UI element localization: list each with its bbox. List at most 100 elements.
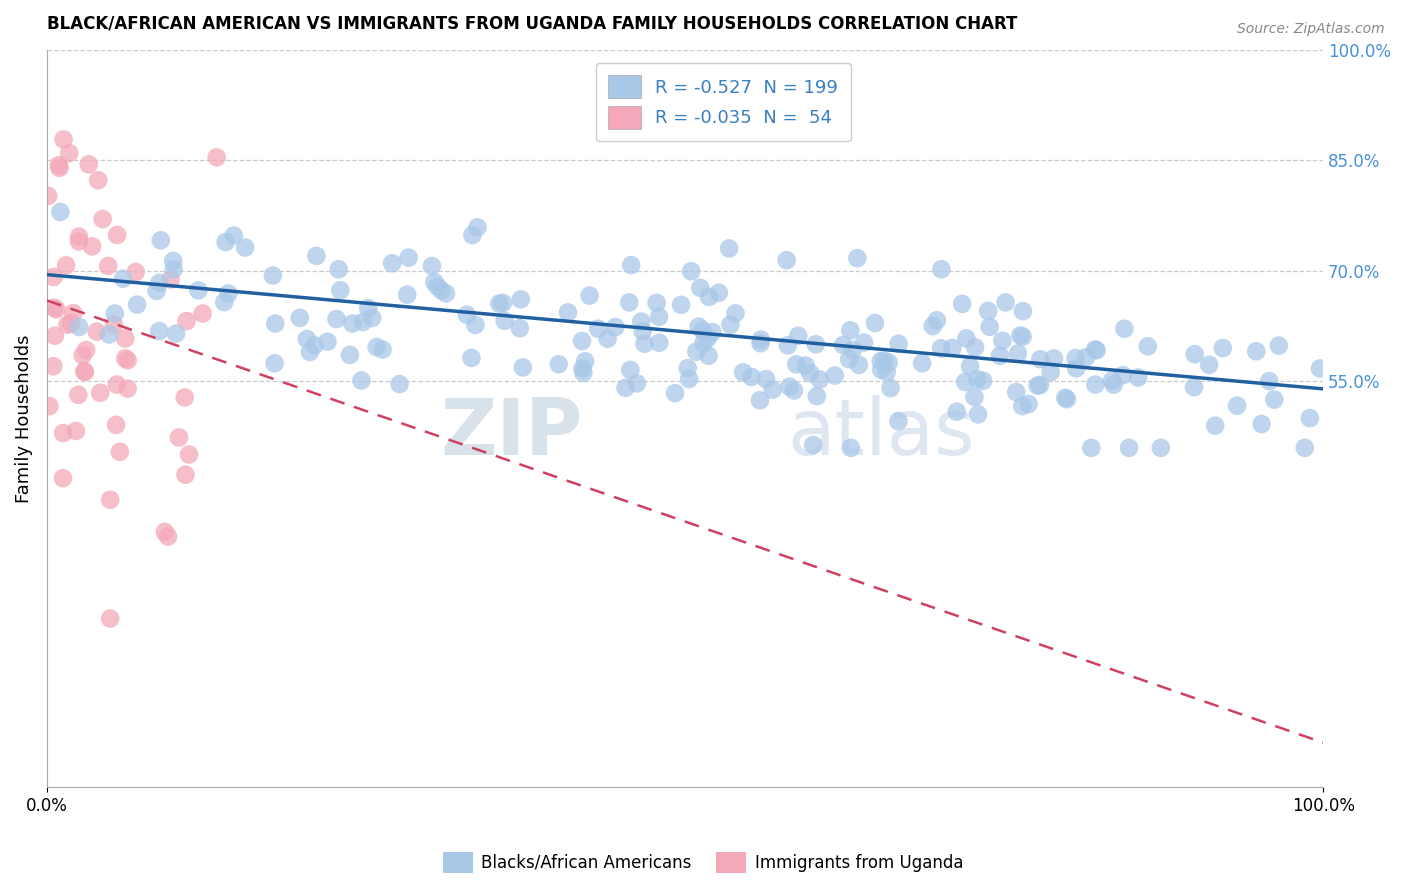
Blacks/African Americans <box>804 337 827 351</box>
Blacks/African Americans <box>488 296 510 310</box>
Immigrants from Uganda <box>52 471 75 485</box>
Blacks/African Americans <box>785 357 807 371</box>
Blacks/African Americans <box>1026 378 1049 392</box>
Blacks/African Americans <box>1118 441 1140 455</box>
Blacks/African Americans <box>1258 374 1281 388</box>
Blacks/African Americans <box>619 295 641 310</box>
Blacks/African Americans <box>423 275 446 289</box>
Blacks/African Americans <box>461 228 484 243</box>
Blacks/African Americans <box>1054 391 1077 405</box>
Blacks/African Americans <box>887 414 910 428</box>
Blacks/African Americans <box>1263 392 1285 407</box>
Blacks/African Americans <box>1084 377 1107 392</box>
Blacks/African Americans <box>1114 321 1136 335</box>
Immigrants from Uganda <box>38 399 60 413</box>
Blacks/African Americans <box>645 296 668 310</box>
Blacks/African Americans <box>1011 329 1033 343</box>
Blacks/African Americans <box>571 361 593 376</box>
Blacks/African Americans <box>755 372 778 386</box>
Immigrants from Uganda <box>105 377 128 392</box>
Immigrants from Uganda <box>44 328 66 343</box>
Blacks/African Americans <box>1064 351 1087 365</box>
Blacks/African Americans <box>848 358 870 372</box>
Blacks/African Americans <box>887 336 910 351</box>
Blacks/African Americans <box>991 334 1014 348</box>
Blacks/African Americans <box>1226 399 1249 413</box>
Blacks/African Americans <box>839 441 862 455</box>
Blacks/African Americans <box>464 318 486 332</box>
Blacks/African Americans <box>692 335 714 350</box>
Immigrants from Uganda <box>153 524 176 539</box>
Blacks/African Americans <box>963 390 986 404</box>
Immigrants from Uganda <box>65 424 87 438</box>
Blacks/African Americans <box>381 256 404 270</box>
Blacks/African Americans <box>339 348 361 362</box>
Immigrants from Uganda <box>108 444 131 458</box>
Blacks/African Americans <box>688 319 710 334</box>
Immigrants from Uganda <box>86 325 108 339</box>
Blacks/African Americans <box>853 335 876 350</box>
Blacks/African Americans <box>49 205 72 219</box>
Blacks/African Americans <box>329 283 352 297</box>
Blacks/African Americans <box>1043 351 1066 366</box>
Blacks/African Americans <box>426 279 449 293</box>
Blacks/African Americans <box>357 301 380 316</box>
Blacks/African Americans <box>676 361 699 376</box>
Blacks/African Americans <box>749 336 772 351</box>
Blacks/African Americans <box>967 408 990 422</box>
Immigrants from Uganda <box>174 467 197 482</box>
Immigrants from Uganda <box>117 382 139 396</box>
Blacks/African Americans <box>187 283 209 297</box>
Blacks/African Americans <box>571 334 593 348</box>
Blacks/African Americans <box>678 372 700 386</box>
Blacks/African Americans <box>685 344 707 359</box>
Blacks/African Americans <box>697 349 720 363</box>
Immigrants from Uganda <box>73 364 96 378</box>
Immigrants from Uganda <box>37 189 59 203</box>
Blacks/African Americans <box>165 326 187 341</box>
Blacks/African Americans <box>931 262 953 277</box>
Immigrants from Uganda <box>42 359 65 374</box>
Blacks/African Americans <box>512 360 534 375</box>
Blacks/African Americans <box>794 359 817 373</box>
Blacks/African Americans <box>824 368 846 383</box>
Blacks/African Americans <box>633 336 655 351</box>
Immigrants from Uganda <box>159 272 181 286</box>
Blacks/African Americans <box>783 384 806 398</box>
Blacks/African Americans <box>112 271 135 285</box>
Blacks/African Americans <box>217 286 239 301</box>
Blacks/African Americans <box>1136 339 1159 353</box>
Immigrants from Uganda <box>48 161 70 175</box>
Blacks/African Americans <box>361 310 384 325</box>
Immigrants from Uganda <box>191 306 214 320</box>
Blacks/African Americans <box>1294 441 1316 455</box>
Immigrants from Uganda <box>89 385 111 400</box>
Blacks/African Americans <box>586 321 609 335</box>
Legend: Blacks/African Americans, Immigrants from Uganda: Blacks/African Americans, Immigrants fro… <box>436 846 970 880</box>
Immigrants from Uganda <box>117 353 139 368</box>
Blacks/African Americans <box>619 363 641 377</box>
Blacks/African Americans <box>430 283 453 297</box>
Blacks/African Americans <box>1198 358 1220 372</box>
Blacks/African Americans <box>295 332 318 346</box>
Immigrants from Uganda <box>98 492 121 507</box>
Blacks/African Americans <box>214 235 236 249</box>
Blacks/African Americans <box>1102 377 1125 392</box>
Blacks/African Americans <box>959 359 981 374</box>
Blacks/African Americans <box>434 286 457 301</box>
Immigrants from Uganda <box>56 318 79 332</box>
Blacks/African Americans <box>1084 343 1107 357</box>
Blacks/African Americans <box>1250 417 1272 431</box>
Blacks/African Americans <box>305 249 328 263</box>
Blacks/African Americans <box>614 381 637 395</box>
Blacks/African Americans <box>342 317 364 331</box>
Blacks/African Americans <box>1029 378 1052 392</box>
Blacks/African Americans <box>467 220 489 235</box>
Blacks/African Americans <box>1064 361 1087 376</box>
Immigrants from Uganda <box>42 301 65 315</box>
Blacks/African Americans <box>720 318 742 332</box>
Blacks/African Americans <box>799 366 821 380</box>
Blacks/African Americans <box>1309 361 1331 376</box>
Blacks/African Americans <box>841 343 863 357</box>
Blacks/African Americans <box>955 331 977 345</box>
